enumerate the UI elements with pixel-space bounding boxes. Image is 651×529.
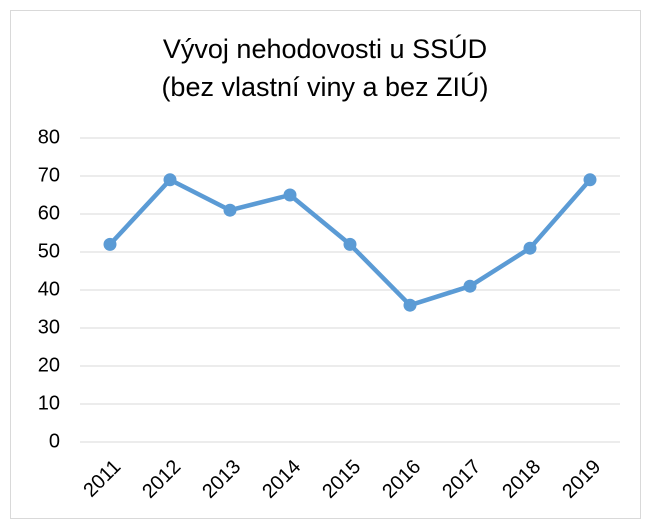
y-tick-label: 80 bbox=[38, 126, 60, 148]
y-tick-label: 60 bbox=[38, 202, 60, 224]
y-tick-label: 50 bbox=[38, 240, 60, 262]
marker bbox=[463, 279, 477, 293]
y-tick-label: 0 bbox=[49, 430, 60, 452]
y-tick-label: 30 bbox=[38, 316, 60, 338]
marker bbox=[283, 188, 297, 202]
y-tick-label: 10 bbox=[38, 392, 60, 414]
chart-title: Vývoj nehodovosti u SSÚD bbox=[163, 33, 487, 64]
marker bbox=[163, 173, 177, 187]
y-tick-label: 20 bbox=[38, 354, 60, 376]
y-tick-label: 70 bbox=[38, 164, 60, 186]
chart-border bbox=[10, 10, 641, 519]
marker bbox=[103, 237, 117, 251]
marker bbox=[403, 298, 417, 312]
y-tick-label: 40 bbox=[38, 278, 60, 300]
marker bbox=[343, 237, 357, 251]
marker bbox=[523, 241, 537, 255]
marker bbox=[223, 203, 237, 217]
chart-title: (bez vlastní viny a bez ZIÚ) bbox=[161, 71, 488, 102]
marker bbox=[583, 173, 597, 187]
